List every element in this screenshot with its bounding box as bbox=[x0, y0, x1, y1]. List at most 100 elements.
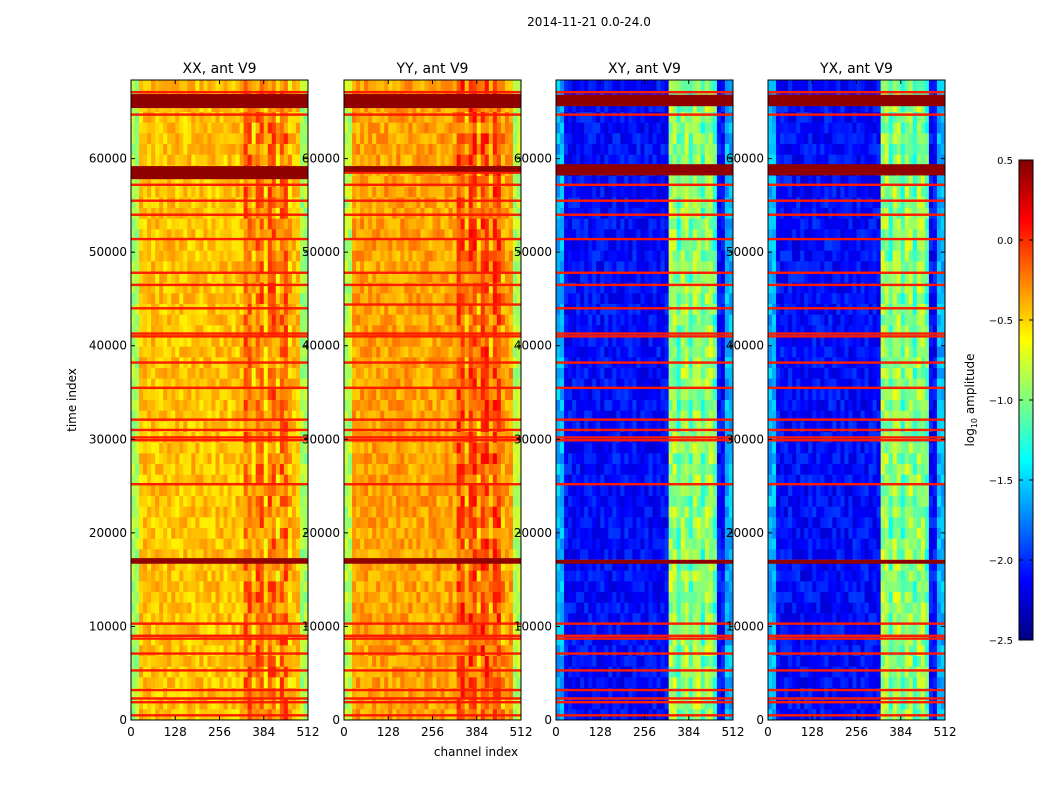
flag-row bbox=[131, 307, 308, 310]
y-tick-label: 20000 bbox=[89, 526, 127, 540]
heatmap-panel: XY, ant V9 0 128 256 384 512 0 10000 20000 30000 4… bbox=[514, 61, 745, 739]
flag-row bbox=[131, 332, 308, 335]
panel-title: YY, ant V9 bbox=[396, 61, 469, 77]
flag-row bbox=[131, 669, 308, 672]
flag-row bbox=[556, 386, 733, 390]
x-tick-label: 256 bbox=[208, 725, 231, 739]
flag-row bbox=[344, 714, 521, 717]
flag-row bbox=[131, 361, 308, 364]
flag-row bbox=[344, 634, 521, 637]
y-tick-label: 50000 bbox=[302, 245, 340, 259]
heatmap-panels: XX, ant V9 0 128 256 384 512 0 10000 20000 30000 4… bbox=[89, 61, 957, 739]
y-tick-label: 10000 bbox=[514, 619, 552, 633]
hot-block bbox=[344, 166, 521, 172]
y-tick-label: 0 bbox=[544, 713, 552, 727]
x-tick-label: 256 bbox=[633, 725, 656, 739]
colorbar-tick-label: −2.0 bbox=[989, 556, 1013, 567]
flag-row bbox=[131, 237, 308, 241]
y-tick-label: 60000 bbox=[89, 152, 127, 166]
flag-row bbox=[556, 183, 733, 186]
heatmap-image bbox=[768, 80, 945, 720]
flag-row bbox=[768, 271, 945, 274]
flag-row bbox=[556, 652, 733, 655]
flag-row bbox=[768, 237, 945, 241]
x-tick-label: 128 bbox=[801, 725, 824, 739]
flag-row bbox=[131, 386, 308, 390]
flag-row bbox=[556, 271, 733, 274]
panel-title: XX, ant V9 bbox=[183, 61, 257, 77]
flag-row bbox=[131, 652, 308, 655]
flag-row bbox=[344, 335, 521, 338]
flag-row bbox=[344, 652, 521, 655]
y-tick-label: 0 bbox=[119, 713, 127, 727]
hot-block bbox=[344, 94, 521, 109]
x-tick-label: 128 bbox=[377, 725, 400, 739]
flag-row bbox=[768, 701, 945, 704]
hot-block bbox=[556, 164, 733, 176]
heatmap-panel: YX, ant V9 0 128 256 384 512 0 10000 20000 30000 4… bbox=[726, 61, 957, 739]
colorbar-tick-label: −1.0 bbox=[989, 396, 1013, 407]
panel-title: XY, ant V9 bbox=[608, 61, 681, 77]
flag-row bbox=[344, 303, 521, 306]
flag-row bbox=[344, 113, 521, 116]
colorbar-tick-label: 0.5 bbox=[997, 156, 1013, 167]
x-tick-label: 0 bbox=[552, 725, 560, 739]
flag-row bbox=[556, 714, 733, 717]
flag-row bbox=[556, 439, 733, 442]
flag-row bbox=[131, 634, 308, 637]
flag-row bbox=[768, 697, 945, 700]
flag-row bbox=[556, 90, 733, 94]
flag-row bbox=[556, 697, 733, 700]
flag-row bbox=[768, 418, 945, 421]
flag-row bbox=[344, 183, 521, 186]
panel-title: YX, ant V9 bbox=[819, 61, 893, 77]
y-tick-label: 30000 bbox=[302, 432, 340, 446]
heatmap-image bbox=[344, 80, 521, 720]
y-tick-label: 40000 bbox=[302, 339, 340, 353]
flag-row bbox=[556, 113, 733, 116]
colorbar-tick-label: 0.0 bbox=[997, 236, 1013, 247]
x-tick-label: 512 bbox=[934, 725, 957, 739]
flag-row bbox=[768, 428, 945, 432]
flag-row bbox=[344, 701, 521, 704]
colorbar-tick-label: −1.5 bbox=[989, 476, 1013, 487]
flag-row bbox=[344, 428, 521, 432]
flag-row bbox=[768, 386, 945, 390]
x-tick-label: 512 bbox=[722, 725, 745, 739]
flag-row bbox=[344, 361, 521, 364]
x-tick-label: 384 bbox=[252, 725, 275, 739]
flag-row bbox=[768, 439, 945, 442]
x-tick-label: 512 bbox=[297, 725, 320, 739]
hot-block bbox=[768, 560, 945, 564]
flag-row bbox=[768, 283, 945, 287]
y-tick-label: 30000 bbox=[514, 432, 552, 446]
x-tick-label: 384 bbox=[677, 725, 700, 739]
flag-row bbox=[556, 669, 733, 672]
x-tick-label: 384 bbox=[889, 725, 912, 739]
flag-row bbox=[344, 697, 521, 700]
flag-row bbox=[768, 199, 945, 202]
y-tick-label: 10000 bbox=[302, 619, 340, 633]
flag-row bbox=[768, 634, 945, 637]
hot-block bbox=[131, 94, 308, 109]
x-tick-label: 256 bbox=[845, 725, 868, 739]
x-tick-label: 128 bbox=[589, 725, 612, 739]
flag-row bbox=[131, 283, 308, 287]
flag-row bbox=[344, 271, 521, 274]
y-tick-label: 20000 bbox=[726, 526, 764, 540]
x-tick-label: 0 bbox=[340, 725, 348, 739]
flag-row bbox=[344, 436, 521, 439]
flag-row bbox=[768, 335, 945, 338]
y-tick-label: 50000 bbox=[514, 245, 552, 259]
x-tick-label: 0 bbox=[764, 725, 772, 739]
flag-row bbox=[344, 90, 521, 94]
flag-row bbox=[131, 199, 308, 202]
y-tick-label: 0 bbox=[756, 713, 764, 727]
flag-row bbox=[556, 428, 733, 432]
y-tick-label: 50000 bbox=[726, 245, 764, 259]
y-tick-label: 50000 bbox=[89, 245, 127, 259]
colorbar-tick-label: −0.5 bbox=[989, 316, 1013, 327]
x-tick-label: 256 bbox=[421, 725, 444, 739]
flag-row bbox=[556, 701, 733, 704]
flag-row bbox=[556, 634, 733, 637]
